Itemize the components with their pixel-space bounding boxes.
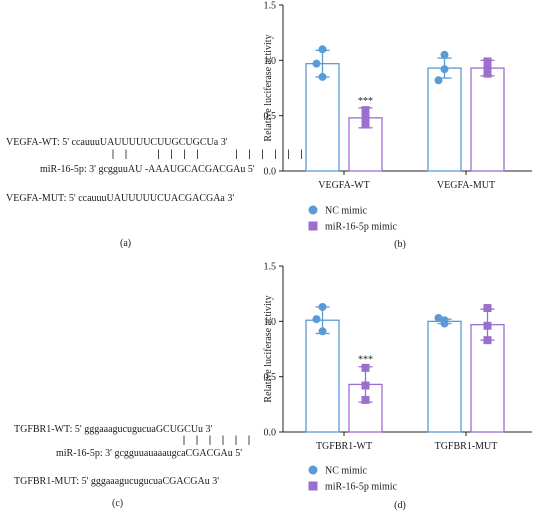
bar — [427, 320, 462, 433]
data-point-mir — [361, 363, 370, 372]
significance-label: *** — [358, 96, 373, 107]
data-point-nc — [318, 72, 327, 81]
data-point-nc — [440, 50, 449, 59]
legend-label: NC mimic — [325, 466, 368, 477]
y-tick-label: 0.0 — [264, 428, 277, 439]
panel-label: (d) — [394, 500, 406, 511]
x-tick-label: VEGFA-MUT — [437, 180, 495, 191]
y-tick-label: 1.0 — [264, 56, 277, 67]
data-point-mir — [361, 113, 370, 122]
legend-marker-mir — [308, 221, 318, 231]
data-point-mir — [483, 69, 492, 78]
y-axis-title: Relative luciferase activity — [263, 295, 274, 402]
data-point-mir — [361, 106, 370, 115]
y-tick-label: 1.0 — [264, 317, 277, 328]
data-point-mir — [483, 304, 492, 313]
x-tick-label: TGFBR1-MUT — [435, 441, 498, 452]
data-point-nc — [318, 302, 327, 311]
data-point-nc — [434, 76, 443, 85]
data-point-nc — [434, 314, 443, 323]
legend-label: NC mimic — [325, 206, 368, 217]
y-tick-label: 1.5 — [264, 262, 277, 273]
data-point-nc — [440, 316, 449, 325]
significance-label: *** — [358, 355, 373, 366]
y-tick-label: 0.0 — [264, 167, 277, 178]
panel-label: (b) — [394, 239, 406, 250]
bar — [427, 67, 462, 172]
vegfa-wt-sequence: VEGFA-WT: 5' ccauuuUAUUUUUCUUGCUGCUa 3' — [6, 137, 228, 148]
tgfbr1-wt-sequence: TGFBR1-WT: 5' gggaaagucugucuaGCUGCUu 3' — [14, 424, 213, 435]
data-point-nc — [312, 59, 321, 68]
data-point-mir — [361, 120, 370, 129]
vegfa-mir-sequence: miR-16-5p: 3' gcgguuAU -AAAUGCACGACGAu 5… — [40, 164, 255, 175]
y-tick-label: 0.5 — [264, 372, 277, 383]
bar — [305, 319, 340, 433]
data-point-nc — [318, 45, 327, 54]
bar — [305, 63, 340, 172]
tgfbr1-mir-sequence: miR-16-5p: 3' gcgguuauaaaugcaCGACGAu 5' — [56, 448, 243, 459]
data-point-mir — [483, 321, 492, 330]
data-point-nc — [312, 315, 321, 324]
legend-marker-mir — [308, 481, 318, 491]
data-point-mir — [361, 395, 370, 404]
data-point-mir — [483, 57, 492, 66]
bar — [470, 67, 505, 172]
y-axis-title: Relative luciferase activity — [263, 34, 274, 141]
legend-label: miR-16-5p mimic — [325, 222, 398, 233]
data-point-mir — [483, 336, 492, 345]
panel-label-a: (a) — [120, 238, 132, 249]
tgfbr1-mut-sequence: TGFBR1-MUT: 5' gggaaagucugucuaCGACGAu 3' — [14, 476, 220, 487]
data-point-mir — [361, 381, 370, 390]
data-point-nc — [318, 327, 327, 336]
vegfa-mut-sequence: VEGFA-MUT: 5' ccauuuUAUUUUUCUACGACGAa 3' — [6, 193, 235, 204]
x-tick-label: TGFBR1-WT — [316, 441, 372, 452]
panel-label-c: (c) — [112, 498, 124, 509]
y-tick-label: 1.5 — [264, 1, 277, 12]
legend-marker-nc — [308, 205, 318, 215]
tgfbr1-pairing-bars: | | | | | | — [181, 436, 253, 447]
y-tick-label: 0.5 — [264, 111, 277, 122]
data-point-nc — [440, 65, 449, 74]
x-tick-label: VEGFA-WT — [318, 180, 369, 191]
legend-label: miR-16-5p mimic — [325, 482, 398, 493]
bar — [348, 117, 383, 172]
data-point-mir — [483, 61, 492, 70]
legend-marker-nc — [308, 465, 318, 475]
